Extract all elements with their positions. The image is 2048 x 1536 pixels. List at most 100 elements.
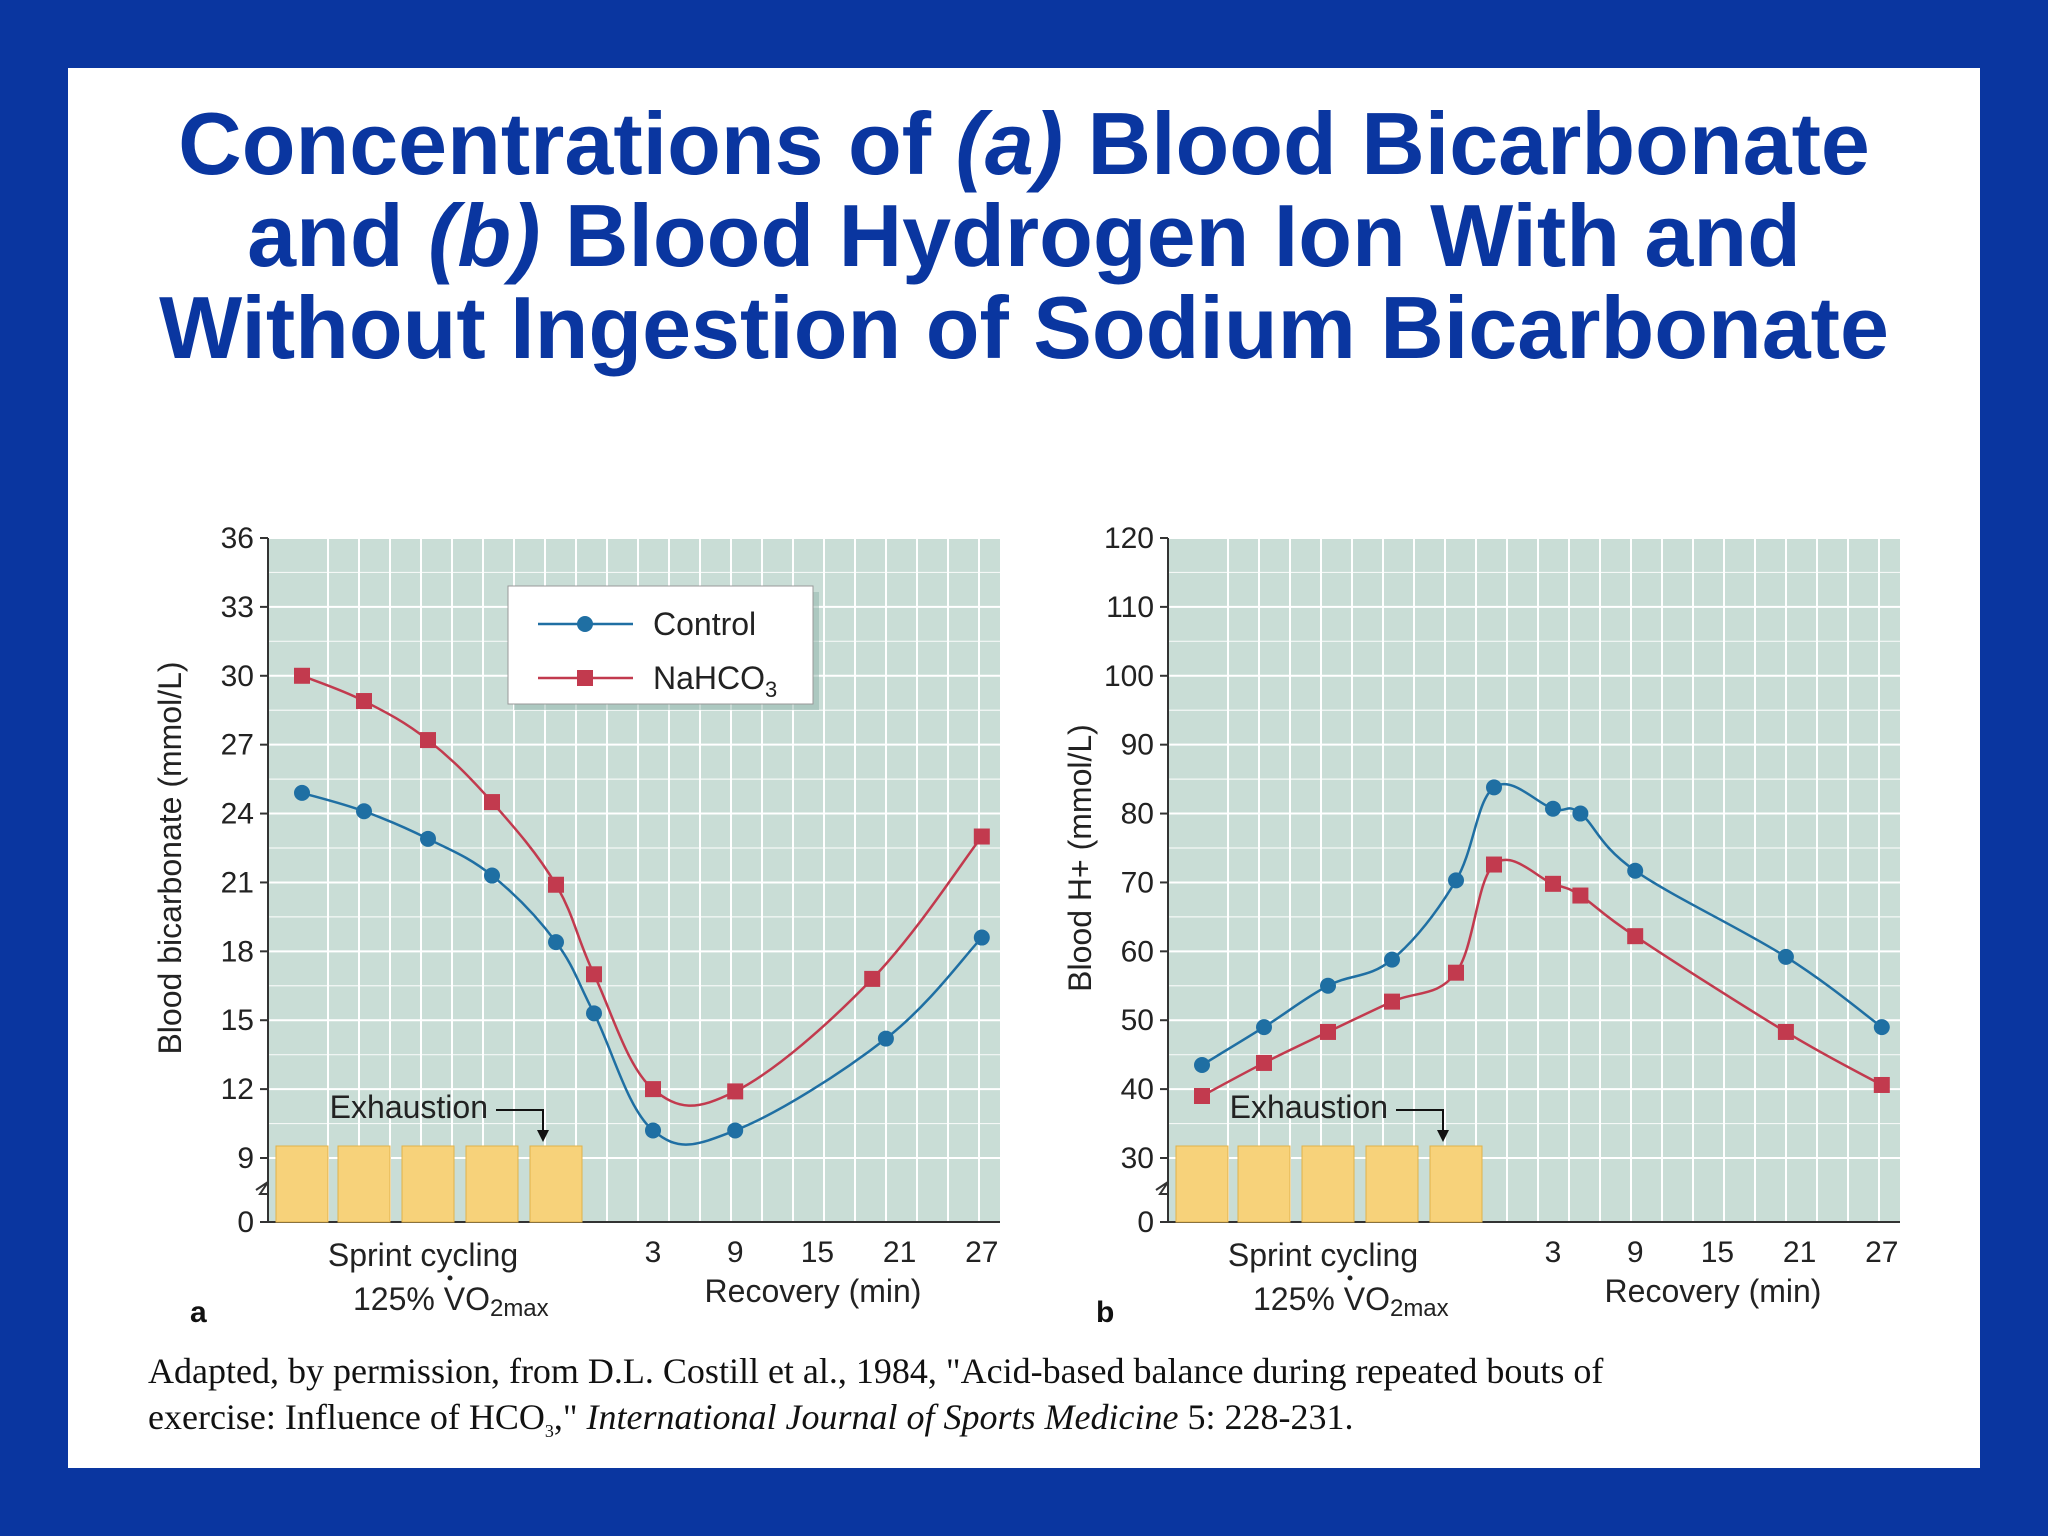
y-tick-label: 60 <box>1121 935 1154 968</box>
title-line-2: and (b) Blood Hydrogen Ion With and <box>68 190 1980 282</box>
data-point-nahco3 <box>1572 887 1589 904</box>
chart-a-svg: 0 9 12 15 18 21 24 27 30 33 36 Blood bicarbonate (m… <box>152 522 1000 1329</box>
sprint-bout-bar <box>1175 1145 1229 1223</box>
sprint-bout-bar <box>465 1145 519 1223</box>
y-tick-label: 30 <box>221 660 254 693</box>
sprint-bout-bar <box>275 1145 329 1223</box>
y-tick-label: 0 <box>237 1206 254 1239</box>
title-text: Concentrations of <box>178 94 956 193</box>
data-point-nahco3 <box>645 1081 661 1098</box>
data-point-nahco3 <box>294 667 310 684</box>
data-point-nahco3 <box>548 876 564 893</box>
y-tick-label: 0 <box>1137 1206 1154 1239</box>
sprint-bout-bar <box>1237 1145 1291 1223</box>
sprint-bout-bar <box>1429 1145 1483 1223</box>
data-point-control <box>877 1030 894 1047</box>
data-point-control <box>1627 862 1644 879</box>
data-point-nahco3 <box>973 828 990 845</box>
citation-subscript: 3 <box>544 1421 554 1442</box>
y-axis-title: Blood bicarbonate (mmol/L) <box>152 661 188 1054</box>
exhaustion-arrowhead-icon <box>537 1130 549 1142</box>
title-text: Without Ingestion of Sodium Bicarbonate <box>159 278 1889 377</box>
citation-journal: International Journal of Sports Medicine <box>586 1397 1179 1437</box>
slide-title: Concentrations of (a) Blood Bicarbonate … <box>68 98 1980 374</box>
y-tick-label: 110 <box>1106 591 1154 624</box>
x-tick-label: 3 <box>1545 1236 1562 1269</box>
panel-label: b <box>1096 1296 1114 1329</box>
data-point-control <box>586 1005 602 1022</box>
y-tick-label: 80 <box>1121 798 1154 831</box>
data-point-nahco3 <box>1384 993 1400 1010</box>
sprint-bout-bar <box>1365 1145 1419 1223</box>
legend-label-nahco3: NaHCO3 <box>653 660 777 702</box>
y-tick-label: 12 <box>221 1073 254 1106</box>
data-point-nahco3 <box>1545 875 1561 892</box>
data-point-nahco3 <box>864 970 881 987</box>
data-point-control <box>1572 805 1589 822</box>
chart-b-svg: 0 30 40 50 60 70 80 90 100 110 120 Blood H+ (mmol/L… <box>1062 522 1900 1329</box>
title-line-1: Concentrations of (a) Blood Bicarbonate <box>68 98 1980 190</box>
y-tick-label: 21 <box>221 866 254 899</box>
sprint-bout-bar <box>337 1145 391 1223</box>
y-tick-label: 120 <box>1104 522 1154 555</box>
citation-line-1: Adapted, by permission, from D.L. Costil… <box>148 1351 1604 1391</box>
exhaustion-arrowhead-icon <box>1437 1130 1449 1142</box>
citation-text: 5: 228-231. <box>1178 1397 1354 1437</box>
y-tick-label: 9 <box>237 1142 254 1175</box>
plot-group: 0 9 12 15 18 21 24 27 30 33 36 Blood bicarbonate (m… <box>152 522 1000 1329</box>
data-point-nahco3 <box>1320 1023 1336 1040</box>
x-tick-label: 21 <box>1783 1236 1816 1269</box>
y-tick-label: 100 <box>1104 660 1154 693</box>
legend-marker-nahco3 <box>577 670 593 686</box>
data-point-nahco3 <box>1627 928 1644 945</box>
sprint-intensity-label: 125% VO2max <box>1253 1281 1449 1322</box>
x-tick-label: 3 <box>645 1236 662 1269</box>
vo2-dot-icon <box>1347 1275 1353 1281</box>
x-tick-label: 27 <box>1865 1236 1898 1269</box>
data-point-control <box>1777 948 1794 965</box>
exhaustion-label: Exhaustion <box>330 1089 488 1125</box>
sprint-bout-bar <box>1301 1145 1355 1223</box>
title-text: Blood Bicarbonate <box>1063 94 1870 193</box>
y-tick-label: 30 <box>1121 1142 1154 1175</box>
title-text: and <box>247 186 429 285</box>
y-tick-label: 18 <box>221 935 254 968</box>
x-tick-label: 9 <box>727 1236 744 1269</box>
axis-break-icon <box>255 1181 269 1195</box>
data-point-control <box>1448 872 1464 889</box>
data-point-control <box>484 867 500 884</box>
slide: Concentrations of (a) Blood Bicarbonate … <box>68 68 1980 1468</box>
y-axis-title: Blood H+ (mmol/L) <box>1062 724 1098 992</box>
title-text: Blood Hydrogen Ion With and <box>540 186 1801 285</box>
data-point-control <box>356 803 372 820</box>
x-axis-title: Recovery (min) <box>1605 1273 1822 1309</box>
y-tick-label: 36 <box>221 522 254 555</box>
x-axis-title: Recovery (min) <box>705 1273 922 1309</box>
legend: Control NaHCO3 <box>507 585 819 710</box>
legend-box <box>507 585 814 705</box>
axis-break-icon <box>1155 1181 1169 1195</box>
data-point-control <box>1194 1057 1210 1073</box>
legend-label-control: Control <box>653 606 756 642</box>
x-tick-label: 21 <box>883 1236 916 1269</box>
y-tick-label: 27 <box>221 729 254 762</box>
exhaustion-label: Exhaustion <box>1230 1089 1388 1125</box>
data-point-nahco3 <box>420 732 436 749</box>
chart-b-hydrogen-ion: 0 30 40 50 60 70 80 90 100 110 120 Blood H+ (mmol/L… <box>1008 498 1968 1378</box>
y-tick-label: 70 <box>1121 866 1154 899</box>
title-italic: (a) <box>955 94 1064 193</box>
y-tick-label: 50 <box>1121 1004 1154 1037</box>
citation-text: ," <box>553 1397 587 1437</box>
data-point-control <box>420 830 436 847</box>
data-point-control <box>1873 1019 1890 1036</box>
y-tick-label: 33 <box>221 591 254 624</box>
data-point-nahco3 <box>484 794 500 811</box>
exhaustion-arrow <box>1396 1109 1444 1136</box>
y-tick-label: 40 <box>1121 1073 1154 1106</box>
title-line-3: Without Ingestion of Sodium Bicarbonate <box>68 282 1980 374</box>
vo2-dot-icon <box>447 1275 453 1281</box>
data-point-control <box>645 1122 661 1139</box>
data-point-nahco3 <box>1873 1076 1890 1093</box>
y-tick-label: 15 <box>221 1004 254 1037</box>
legend-marker-control <box>577 616 593 632</box>
